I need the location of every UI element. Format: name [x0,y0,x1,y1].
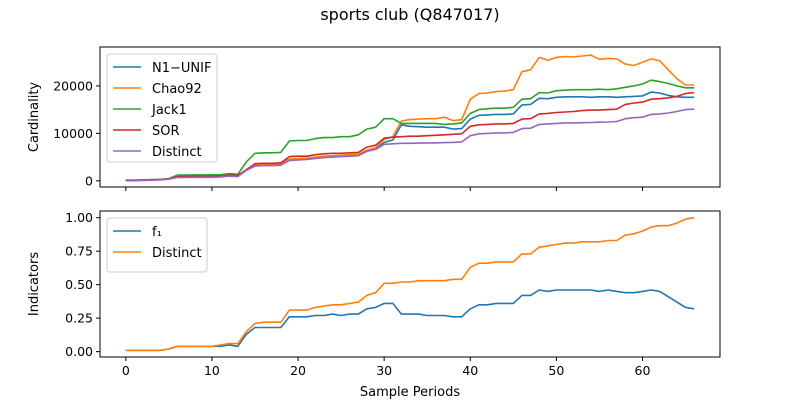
legend-label: Distinct [152,145,202,160]
y-axis-label: Cardinality [27,82,42,153]
legend-box [106,53,218,163]
y-tick-label: 20000 [53,78,93,93]
y-tick-label: 0.25 [65,311,93,326]
legend-label: SOR [152,124,180,139]
x-tick-label: 40 [462,363,478,378]
x-tick-label: 30 [376,363,392,378]
legend-label: Chao92 [152,82,202,97]
x-tick-label: 20 [290,363,306,378]
legend-label: Distinct [152,246,202,261]
cardinality-panel: 0 10000 20000 Cardinality N1−UNIF Chao92 Jack1… [27,46,721,191]
y-tick-label: 0 [85,173,93,188]
series-line-1 [125,216,695,352]
series-line-4 [125,108,695,182]
y-axis-label: Indicators [27,252,42,316]
x-tick-label: 0 [122,363,130,378]
y-tick-label: 0.75 [65,244,93,259]
legend-label: Jack1 [151,103,187,118]
series-line-0 [125,289,695,352]
x-tick-label: 10 [204,363,220,378]
series-line-3 [125,91,695,182]
plot-frame [99,46,721,188]
series-line-2 [125,79,695,181]
y-tick-label: 0.50 [65,277,93,292]
indicators-panel: 0 10 20 30 40 50 60 0.00 0.25 0.50 0.75 1.00 Indicat… [27,210,721,378]
y-tick-label: 1.00 [65,210,93,225]
y-tick-label: 10000 [53,126,93,141]
legend-label: f₁ [152,225,162,240]
x-axis-label: Sample Periods [360,385,460,400]
figure-title: sports club (Q847017) [320,5,499,24]
plot-frame [99,210,721,358]
x-tick-label: 50 [548,363,564,378]
x-tick-label: 60 [635,363,651,378]
legend-label: N1−UNIF [152,61,211,76]
y-tick-label: 0.00 [65,344,93,359]
